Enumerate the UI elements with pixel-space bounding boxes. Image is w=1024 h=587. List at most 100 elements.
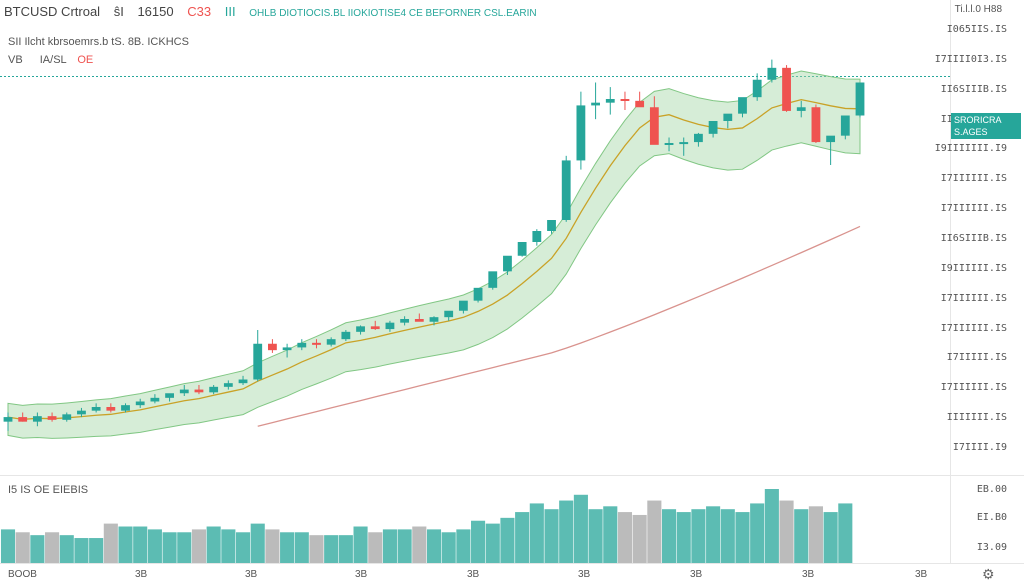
candle[interactable] — [150, 394, 160, 404]
candle[interactable] — [253, 330, 263, 382]
candle-body — [532, 231, 542, 242]
candle-body — [282, 347, 292, 351]
candle[interactable] — [268, 339, 277, 353]
volume-pane[interactable] — [0, 475, 950, 564]
candle[interactable] — [341, 330, 351, 341]
candle[interactable] — [796, 100, 806, 118]
candle-body — [664, 143, 674, 145]
candle[interactable] — [517, 242, 527, 257]
volume-bar — [500, 517, 515, 564]
candle-body — [121, 405, 130, 411]
price-chart-canvas[interactable] — [0, 0, 950, 475]
candle[interactable] — [209, 385, 219, 395]
candle-body — [473, 287, 483, 301]
candle[interactable] — [370, 320, 380, 330]
candle[interactable] — [179, 385, 189, 396]
candle[interactable] — [473, 287, 483, 303]
candle[interactable] — [458, 300, 468, 314]
candle-body — [356, 326, 365, 332]
candle[interactable] — [223, 380, 233, 390]
candle[interactable] — [576, 91, 586, 170]
candle[interactable] — [503, 255, 512, 275]
symbol-label[interactable]: BTCUSD Crtroal — [4, 4, 101, 19]
candle[interactable] — [591, 82, 600, 120]
long-moving-average-line — [257, 225, 861, 427]
candle-body — [400, 319, 410, 323]
candle[interactable] — [77, 407, 86, 418]
change-label: C33 — [187, 4, 212, 19]
candle[interactable] — [679, 137, 689, 156]
candle[interactable] — [91, 403, 101, 413]
candle-body — [179, 389, 189, 394]
candle[interactable] — [782, 65, 791, 112]
volume-bar — [750, 503, 765, 564]
indicator-row-2[interactable]: VB IA/SL OE — [8, 54, 93, 66]
candle[interactable] — [752, 73, 762, 101]
candle[interactable] — [620, 91, 630, 110]
candle[interactable] — [165, 393, 174, 402]
candle[interactable] — [356, 325, 365, 335]
candle[interactable] — [135, 398, 145, 408]
candle[interactable] — [694, 132, 703, 147]
candle[interactable] — [62, 412, 72, 422]
candle[interactable] — [723, 113, 733, 129]
candle[interactable] — [826, 135, 836, 165]
candle[interactable] — [32, 412, 42, 427]
candle[interactable] — [194, 385, 204, 395]
candle[interactable] — [811, 104, 821, 144]
candle[interactable] — [400, 316, 410, 326]
candle-body — [694, 133, 703, 143]
candle-body — [811, 107, 821, 143]
volume-axis[interactable]: EB.00 EI.B0 I3.09 — [950, 475, 1024, 564]
indicator-legend[interactable]: OHLB DIOTIOCIS.BL IIOKIOTISE4 CE BEFORNE… — [249, 8, 537, 19]
volume-bar — [441, 532, 456, 564]
indicator-row-2-a: VB — [8, 54, 23, 66]
candle[interactable] — [444, 310, 454, 321]
price-axis-label: I7IIIIII.IS — [940, 292, 1007, 304]
candle[interactable] — [47, 412, 57, 422]
candle[interactable] — [312, 339, 321, 349]
volume-bar — [221, 529, 236, 564]
time-axis-label: 3B — [578, 569, 591, 580]
candle[interactable] — [855, 82, 865, 118]
volume-bar — [691, 509, 706, 564]
candle[interactable] — [547, 220, 556, 234]
volume-bar — [265, 529, 280, 564]
price-axis[interactable]: I065IIS.ISI7IIII0I3.ISII6SIIIB.ISII6IIII… — [935, 0, 1024, 475]
volume-bar — [162, 532, 177, 564]
candle[interactable] — [605, 87, 615, 115]
candle[interactable] — [385, 320, 395, 332]
time-axis[interactable]: BOOB 3B 3B 3B 3B 3B 3B 3B 3B — [0, 563, 1024, 587]
candle[interactable] — [708, 121, 718, 138]
candle[interactable] — [635, 91, 645, 108]
candle[interactable] — [738, 97, 747, 118]
main-chart[interactable] — [0, 0, 950, 475]
candle[interactable] — [414, 313, 424, 322]
candle[interactable] — [649, 96, 659, 145]
volume-bar — [647, 500, 662, 564]
candle[interactable] — [767, 59, 777, 83]
volume-bar — [735, 512, 750, 564]
candle[interactable] — [121, 403, 130, 413]
candle-body — [326, 339, 336, 345]
candle[interactable] — [840, 115, 850, 140]
candle[interactable] — [532, 229, 542, 246]
candle-body — [91, 407, 101, 411]
candle[interactable] — [238, 375, 248, 385]
candle[interactable] — [664, 137, 674, 152]
candle[interactable] — [18, 412, 28, 422]
candle[interactable] — [106, 403, 116, 413]
ichimoku-cloud — [7, 70, 861, 439]
candle[interactable] — [282, 343, 292, 358]
candle[interactable] — [488, 271, 498, 290]
candle[interactable] — [561, 155, 571, 222]
settings-gear-icon[interactable]: ⚙ — [982, 566, 995, 582]
indicator-row-1[interactable]: SII Ilcht kbrsoemrs.b tS. 8B. ICKHCS — [8, 36, 189, 48]
candle[interactable] — [297, 339, 307, 351]
candle[interactable] — [326, 337, 336, 347]
candle[interactable] — [3, 412, 13, 431]
volume-bar — [588, 509, 603, 564]
candle[interactable] — [429, 316, 439, 326]
volume-bar — [529, 503, 544, 564]
price-axis-label: I7IIII.I9 — [952, 442, 1007, 453]
